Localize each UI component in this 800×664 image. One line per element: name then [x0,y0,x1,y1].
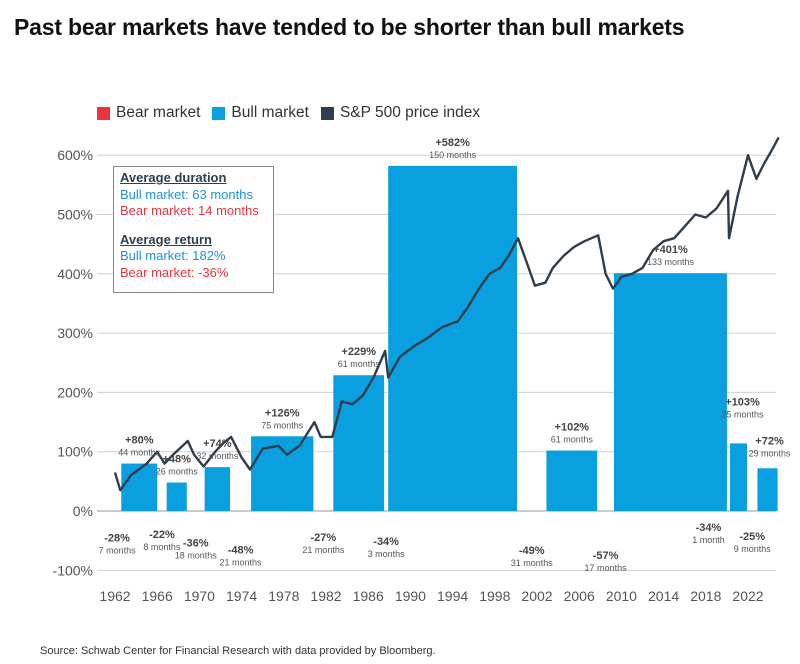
bear-duration-label: 21 months [302,545,345,555]
bear-value-label: -25% [739,531,765,543]
bull-market-bar [204,467,231,511]
chart-title: Past bear markets have tended to be shor… [14,14,685,40]
bear-duration-label: 18 months [175,550,218,560]
info-box-spacer [120,220,267,232]
x-tick-label: 2022 [732,588,763,604]
bull-value-label: +126% [265,407,300,419]
bull-value-label: +401% [653,244,688,256]
bull-duration-label: 32 months [196,451,239,461]
bear-value-label: -27% [311,532,337,544]
x-tick-label: 1990 [395,588,426,604]
legend-swatch-bull [212,106,226,120]
bear-duration-label: 8 months [143,542,181,552]
avg-duration-heading: Average duration [120,170,227,185]
bull-duration-label: 61 months [338,359,381,369]
bear-value-label: -36% [183,537,209,549]
avg-return-bull: Bull market: 182% [120,248,226,263]
bear-value-label: -22% [149,529,175,541]
avg-return-bear: Bear market: -36% [120,264,229,280]
bull-duration-label: 61 months [551,435,594,445]
bull-duration-label: 25 months [721,409,764,419]
bull-value-label: +74% [203,438,232,450]
x-tick-label: 2014 [648,588,679,604]
y-tick-label: 0% [73,503,93,519]
avg-duration-bear: Bear market: 14 months [120,203,259,218]
bull-value-label: +582% [435,137,470,149]
bull-value-label: +229% [341,346,376,358]
legend-item-bear: Bear market [97,104,200,122]
y-tick-label: -100% [53,562,93,578]
bull-value-label: +72% [755,435,784,447]
bear-duration-label: 3 months [368,549,406,559]
bear-duration-label: 9 months [734,544,772,554]
bear-value-label: -49% [519,545,545,557]
bear-value-label: -57% [593,550,619,562]
legend-item-sp500: S&P 500 price index [320,104,481,122]
bull-value-label: +80% [125,435,154,447]
y-tick-label: 100% [57,444,93,460]
bear-value-label: -34% [696,522,722,534]
bull-duration-label: 29 months [749,448,792,458]
bull-duration-label: 26 months [156,467,199,477]
bull-market-bar [613,273,727,511]
x-tick-label: 1978 [268,588,299,604]
legend-label-bull: Bull market [231,104,309,121]
bull-market-bar [730,443,747,511]
bull-duration-label: 133 months [647,257,695,267]
y-tick-label: 500% [57,207,93,223]
bull-market-bar [121,463,158,511]
y-tick-label: 600% [57,147,93,163]
bear-value-label: -48% [228,544,254,556]
legend-swatch-bear [97,106,110,120]
bull-duration-label: 75 months [261,420,304,430]
avg-return-heading: Average return [120,231,212,247]
avg-duration-bull: Bull market: 63 months [120,186,253,202]
y-tick-label: 300% [57,325,93,341]
bull-value-label: +102% [555,422,590,434]
bull-value-label: +103% [725,396,760,408]
source-note: Source: Schwab Center for Financial Rese… [40,645,436,657]
y-tick-label: 400% [57,266,93,282]
bear-value-label: -28% [104,533,130,545]
x-tick-label: 1966 [142,588,173,604]
legend-label-sp500: S&P 500 price index [339,104,481,121]
x-tick-label: 1974 [226,588,257,604]
bull-market-bar [757,468,778,511]
bear-duration-label: 31 months [511,558,554,568]
bear-duration-label: 7 months [99,546,137,556]
x-tick-label: 1970 [184,588,215,604]
legend-label-bear: Bear market [116,104,201,121]
bear-value-label: -34% [373,536,399,548]
averages-info-box: Average duration Bull market: 63 months … [113,166,274,293]
x-tick-label: 2002 [521,588,552,604]
x-tick-label: 2018 [690,588,721,604]
legend-swatch-sp500 [320,106,334,120]
chart-legend: Bear market Bull market S&P 500 price in… [97,104,492,122]
x-tick-label: 1986 [353,588,384,604]
bull-market-bar [546,450,598,511]
x-tick-label: 2010 [606,588,637,604]
bear-duration-label: 17 months [585,563,628,573]
bull-duration-label: 44 months [118,448,161,458]
bear-duration-label: 1 month [692,535,725,545]
x-tick-label: 1982 [310,588,341,604]
bull-market-bar [333,375,385,511]
bull-market-bar [166,482,187,511]
bear-duration-label: 21 months [220,557,263,567]
legend-item-bull: Bull market [212,104,309,122]
x-tick-label: 1962 [99,588,130,604]
sp500-index-line [113,136,780,492]
x-tick-label: 1998 [479,588,510,604]
bull-market-bar [388,165,518,511]
x-tick-label: 1994 [437,588,468,604]
x-tick-label: 2006 [564,588,595,604]
bull-value-label: +48% [162,454,191,466]
y-tick-label: 200% [57,384,93,400]
bull-market-bar [251,436,314,511]
bull-duration-label: 150 months [429,150,477,160]
